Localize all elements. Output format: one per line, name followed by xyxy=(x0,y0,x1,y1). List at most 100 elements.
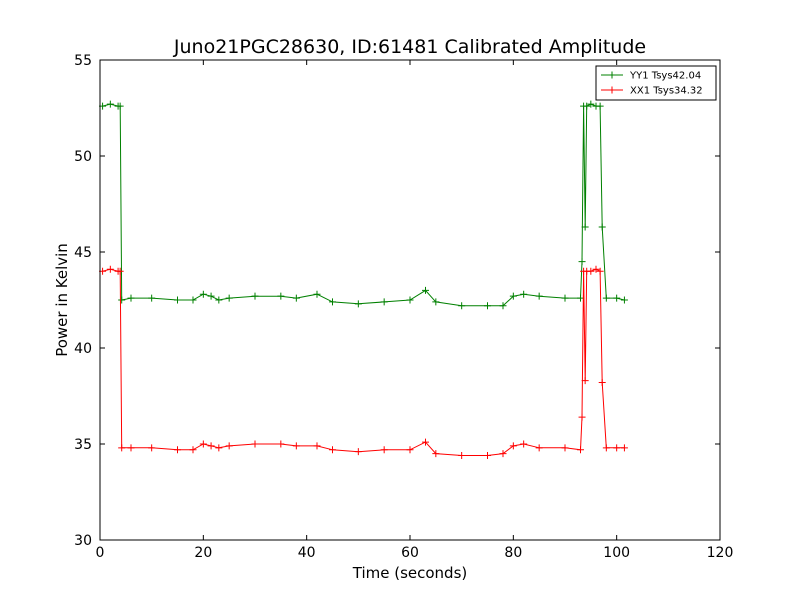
data-point xyxy=(520,440,528,448)
legend-marker xyxy=(608,71,616,79)
x-tick-label: 120 xyxy=(707,545,734,561)
data-point xyxy=(581,377,589,385)
series-line xyxy=(102,103,625,307)
data-point xyxy=(174,446,181,454)
data-point xyxy=(561,444,569,452)
legend: YY1 Tsys42.04 XX1 Tsys34.32 xyxy=(595,65,717,101)
data-point xyxy=(215,444,223,452)
data-point xyxy=(116,102,124,110)
data-point xyxy=(189,296,197,304)
y-tick-label: 30 xyxy=(74,533,92,549)
data-point xyxy=(313,442,321,450)
data-point xyxy=(592,265,600,273)
data-point xyxy=(118,444,126,452)
data-point xyxy=(207,292,215,300)
legend-label: XX1 Tsys34.32 xyxy=(630,86,703,97)
legend-label: YY1 Tsys42.04 xyxy=(629,71,701,82)
data-point xyxy=(116,267,124,275)
data-point xyxy=(189,446,197,454)
data-point xyxy=(118,296,126,304)
chart-title: Juno21PGC28630, ID:61481 Calibrated Ampl… xyxy=(173,36,646,58)
data-point xyxy=(458,302,466,310)
data-point xyxy=(596,267,604,275)
data-point xyxy=(292,442,300,450)
data-point xyxy=(535,292,543,300)
data-point xyxy=(174,296,181,304)
data-point xyxy=(251,440,259,448)
data-point xyxy=(251,292,259,300)
x-tick-label: 40 xyxy=(298,545,316,561)
y-tick-label: 45 xyxy=(74,245,92,261)
data-point xyxy=(484,452,491,460)
data-point xyxy=(148,294,156,302)
data-point xyxy=(602,444,610,452)
data-point xyxy=(406,446,414,454)
data-point xyxy=(432,298,440,306)
series-1 xyxy=(99,265,628,460)
data-point xyxy=(458,452,466,460)
data-point xyxy=(499,450,507,458)
data-point xyxy=(587,267,595,275)
data-point xyxy=(354,300,362,308)
data-point xyxy=(578,413,586,421)
x-axis-title: Time (seconds) xyxy=(352,564,468,582)
data-point xyxy=(215,296,223,304)
data-point xyxy=(329,298,336,306)
data-point xyxy=(199,290,207,298)
data-point xyxy=(561,294,569,302)
y-axis-title: Power in Kelvin xyxy=(53,243,71,357)
data-point xyxy=(598,223,606,231)
data-point xyxy=(422,286,429,294)
data-point xyxy=(225,442,233,450)
data-point xyxy=(620,296,628,304)
data-point xyxy=(509,292,517,300)
data-point xyxy=(509,442,517,450)
data-point xyxy=(596,102,604,110)
x-tick-label: 100 xyxy=(603,545,630,561)
data-point xyxy=(277,292,285,300)
data-point xyxy=(484,302,491,310)
data-point xyxy=(207,442,215,450)
series-line xyxy=(102,268,625,456)
data-point xyxy=(598,379,606,387)
axis-ticks: 0 20 40 60 80 100 120 30 35 40 45 50 55 xyxy=(74,53,733,561)
data-point xyxy=(277,440,285,448)
data-point xyxy=(292,294,300,302)
legend-marker xyxy=(608,86,616,94)
data-point xyxy=(520,290,528,298)
data-point xyxy=(329,446,336,454)
x-tick-label: 60 xyxy=(401,545,419,561)
data-point xyxy=(406,296,414,304)
data-point xyxy=(499,302,507,310)
x-tick-label: 20 xyxy=(194,545,212,561)
y-tick-label: 50 xyxy=(74,149,92,165)
data-point xyxy=(148,444,156,452)
x-tick-label: 0 xyxy=(96,545,105,561)
data-point xyxy=(127,444,135,452)
data-point xyxy=(380,446,388,454)
data-point xyxy=(602,294,610,302)
data-point xyxy=(422,438,429,446)
data-point xyxy=(380,298,388,306)
data-point xyxy=(106,265,114,273)
series-0 xyxy=(99,100,628,310)
legend-box xyxy=(595,65,717,101)
x-tick-label: 80 xyxy=(504,545,522,561)
data-point xyxy=(106,100,114,108)
data-point xyxy=(577,446,584,454)
data-point xyxy=(432,450,440,458)
data-point xyxy=(127,294,135,302)
data-point xyxy=(313,290,321,298)
data-point xyxy=(620,444,628,452)
data-point xyxy=(535,444,543,452)
data-point xyxy=(581,223,589,231)
y-tick-label: 55 xyxy=(74,53,92,69)
data-point xyxy=(583,102,591,110)
data-point xyxy=(225,294,233,302)
data-point xyxy=(578,258,586,266)
data-point xyxy=(587,100,595,108)
data-point xyxy=(613,444,621,452)
y-tick-label: 35 xyxy=(74,437,92,453)
